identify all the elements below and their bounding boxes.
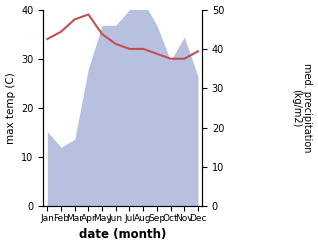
Y-axis label: max temp (C): max temp (C) — [5, 72, 16, 144]
Y-axis label: med. precipitation
(kg/m2): med. precipitation (kg/m2) — [291, 63, 313, 153]
X-axis label: date (month): date (month) — [79, 228, 166, 242]
